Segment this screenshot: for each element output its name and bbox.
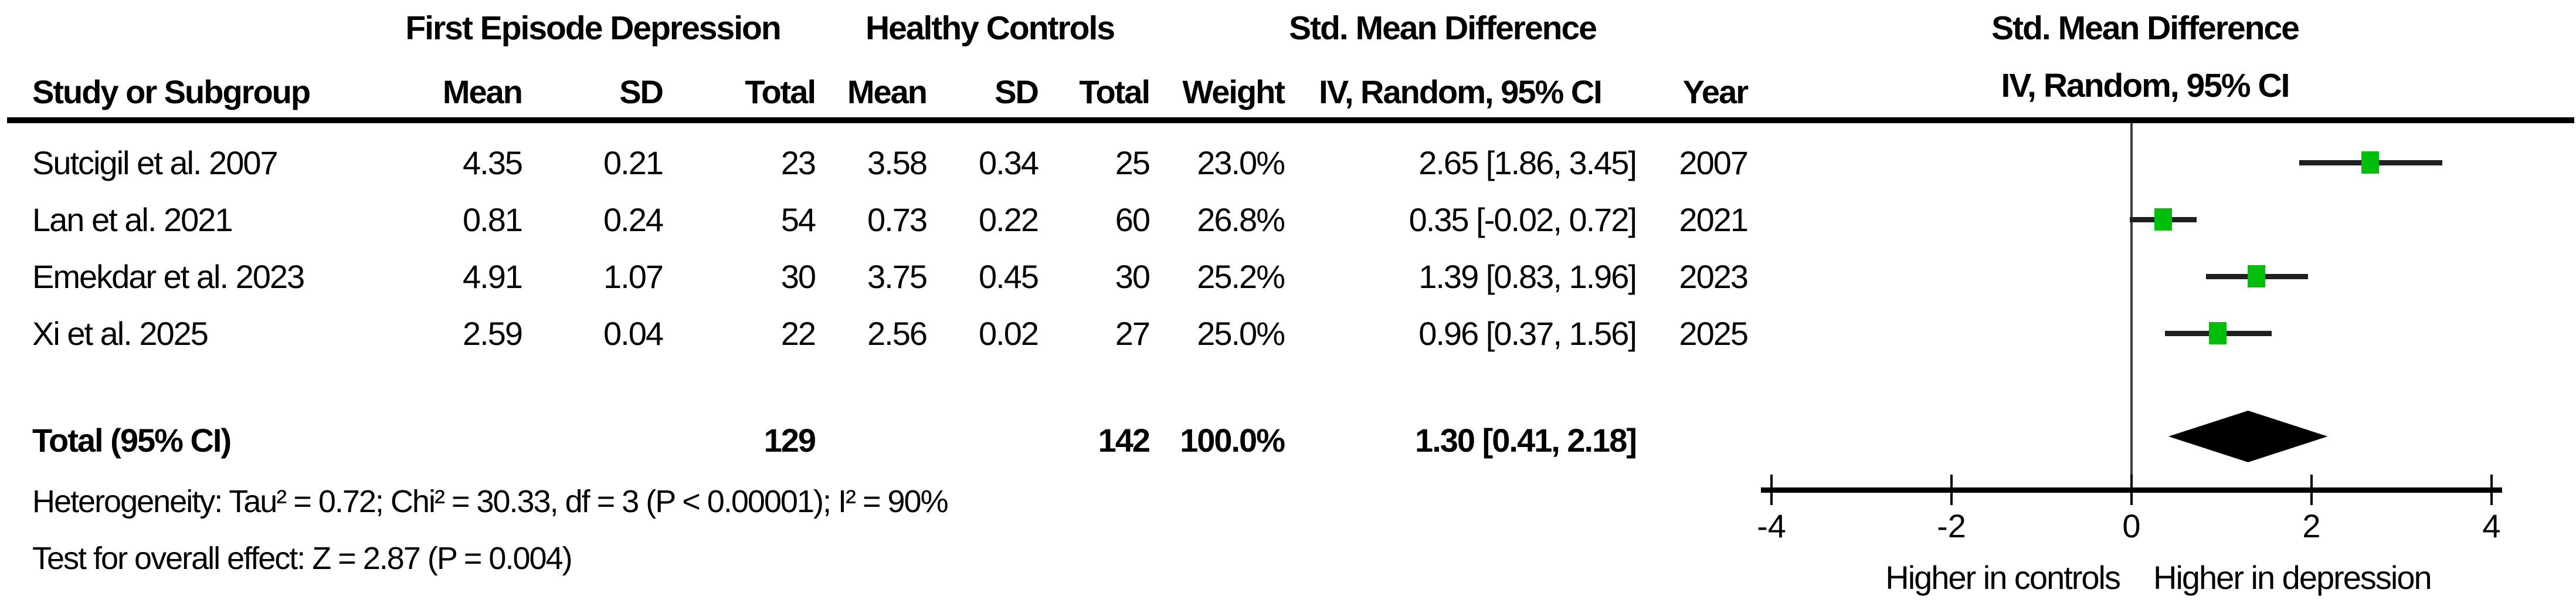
header-separator-line <box>7 117 2574 123</box>
cell-weight: 23.0% <box>1197 144 1285 181</box>
cell-study-name: Emekdar et al. 2023 <box>32 258 305 295</box>
cell-sd-exp: 1.07 <box>603 258 664 295</box>
cell-total-ctl: 30 <box>1115 258 1150 295</box>
column-header-row: Study or Subgroup Mean SD Total Mean SD … <box>0 63 1749 120</box>
effect-marker <box>2361 151 2379 174</box>
cell-mean-ctl: 3.75 <box>867 258 928 295</box>
cell-sd-ctl: 0.02 <box>979 315 1039 352</box>
cell-total-ctl: 25 <box>1115 144 1150 181</box>
study-row: Sutcigil et al. 2007 4.35 0.21 23 3.58 0… <box>0 134 1749 191</box>
group-header-control: Healthy Controls <box>865 9 1115 47</box>
cell-study-name: Xi et al. 2025 <box>32 315 209 352</box>
axis-tick <box>1770 475 1773 505</box>
cell-sd-exp: 0.04 <box>603 315 664 352</box>
study-row: Lan et al. 2021 0.81 0.24 54 0.73 0.22 6… <box>0 191 1749 248</box>
group-header-experimental: First Episode Depression <box>405 9 781 47</box>
axis-tick <box>2130 475 2133 505</box>
cell-mean-ctl: 3.58 <box>867 144 928 181</box>
effect-marker <box>2209 322 2227 344</box>
axis-tick <box>2490 475 2493 505</box>
col-header-total-exp: Total <box>745 73 816 110</box>
axis-tick-label: 2 <box>2302 507 2321 544</box>
col-header-mean-exp: Mean <box>442 73 523 110</box>
heterogeneity-text: Heterogeneity: Tau² = 0.72; Chi² = 30.33… <box>32 484 949 519</box>
axis-tick <box>2310 475 2313 505</box>
cell-total-exp: 23 <box>780 144 816 181</box>
col-header-ci: IV, Random, 95% CI <box>1319 73 1603 110</box>
cell-ci: 0.96 [0.37, 1.56] <box>1418 315 1637 352</box>
cell-weight: 25.2% <box>1197 258 1285 295</box>
summary-diamond <box>2168 411 2328 462</box>
cell-total-exp: 30 <box>780 258 816 295</box>
cell-sd-ctl: 0.34 <box>979 144 1039 181</box>
col-header-sd-ctl: SD <box>995 73 1039 110</box>
overall-effect-text: Test for overall effect: Z = 2.87 (P = 0… <box>32 541 573 576</box>
cell-sd-ctl: 0.45 <box>979 258 1039 295</box>
col-header-mean-ctl: Mean <box>847 73 928 110</box>
cell-year: 2007 <box>1679 144 1749 181</box>
zero-reference-line <box>2130 123 2133 490</box>
cell-year: 2023 <box>1679 258 1749 295</box>
effect-marker <box>2248 265 2266 287</box>
cell-sd-exp: 0.21 <box>603 144 664 181</box>
cell-mean-ctl: 2.56 <box>867 315 928 352</box>
cell-mean-exp: 4.35 <box>463 144 523 181</box>
cell-weight: 25.0% <box>1197 315 1285 352</box>
effect-marker <box>2154 208 2172 231</box>
study-row: Xi et al. 2025 2.59 0.04 22 2.56 0.02 27… <box>0 305 1749 362</box>
cell-weight: 26.8% <box>1197 201 1285 238</box>
cell-total-ctl: 27 <box>1115 315 1150 352</box>
axis-tick <box>1950 475 1953 505</box>
cell-study-name: Lan et al. 2021 <box>32 201 233 238</box>
cell-total-exp: 22 <box>780 315 816 352</box>
axis-tick-label: -4 <box>1757 507 1786 544</box>
axis-tick-label: -2 <box>1937 507 1966 544</box>
cell-total-exp: 54 <box>780 201 816 238</box>
cell-year: 2021 <box>1679 201 1749 238</box>
col-header-weight: Weight <box>1182 73 1285 110</box>
col-header-ci-plot: IV, Random, 95% CI <box>2001 67 2290 104</box>
cell-total-ctl: 60 <box>1115 201 1150 238</box>
total-label: Total (95% CI) <box>32 422 232 459</box>
cell-ci: 0.35 [-0.02, 0.72] <box>1409 201 1637 238</box>
cell-sd-ctl: 0.22 <box>979 201 1039 238</box>
cell-mean-exp: 2.59 <box>463 315 523 352</box>
total-weight: 100.0% <box>1180 422 1285 459</box>
axis-tick-label: 4 <box>2482 507 2501 544</box>
cell-study-name: Sutcigil et al. 2007 <box>32 144 279 181</box>
study-row: Emekdar et al. 2023 4.91 1.07 30 3.75 0.… <box>0 248 1749 305</box>
col-header-year: Year <box>1682 73 1749 110</box>
group-header-smd-table: Std. Mean Difference <box>1289 9 1597 47</box>
axis-label-higher-in-depression: Higher in depression <box>2153 559 2432 596</box>
axis-tick-label: 0 <box>2122 507 2141 544</box>
cell-ci: 1.39 [0.83, 1.96] <box>1418 258 1637 295</box>
axis-label-higher-in-controls: Higher in controls <box>1885 559 2121 596</box>
cell-mean-exp: 4.91 <box>463 258 523 295</box>
cell-mean-exp: 0.81 <box>463 201 523 238</box>
col-header-total-ctl: Total <box>1079 73 1150 110</box>
total-n-exp: 129 <box>763 422 816 459</box>
group-header-smd-plot: Std. Mean Difference <box>1991 9 2300 47</box>
cell-ci: 2.65 [1.86, 3.45] <box>1418 144 1637 181</box>
col-header-sd-exp: SD <box>619 73 664 110</box>
cell-sd-exp: 0.24 <box>603 201 664 238</box>
cell-year: 2025 <box>1679 315 1749 352</box>
total-n-ctl: 142 <box>1098 422 1150 459</box>
cell-mean-ctl: 0.73 <box>867 201 928 238</box>
col-header-study: Study or Subgroup <box>32 73 311 110</box>
total-ci: 1.30 [0.41, 2.18] <box>1415 422 1637 459</box>
total-row: Total (95% CI) 129 142 100.0% 1.30 [0.41… <box>0 412 1747 469</box>
